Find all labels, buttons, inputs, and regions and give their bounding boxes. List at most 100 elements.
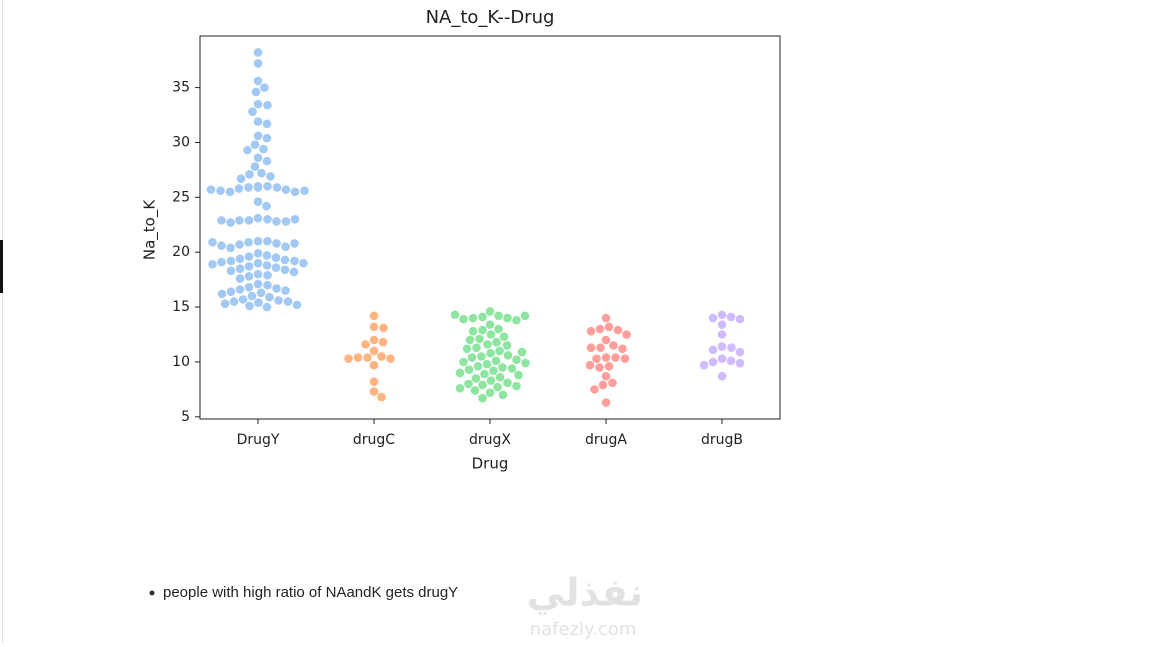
point [468, 313, 478, 323]
point [482, 359, 492, 369]
point [464, 365, 474, 374]
point [300, 186, 309, 196]
point [262, 251, 272, 260]
point [244, 283, 254, 292]
point [262, 302, 272, 312]
point [475, 334, 484, 344]
point [262, 156, 272, 166]
point [727, 343, 736, 352]
x-tick-label: drugX [469, 432, 511, 448]
point [478, 380, 487, 390]
point [520, 311, 530, 321]
point [494, 324, 503, 334]
point [272, 217, 281, 226]
point [262, 133, 272, 143]
point [379, 323, 388, 333]
point [369, 360, 379, 370]
point [498, 390, 508, 400]
point [229, 297, 239, 306]
point [226, 266, 236, 276]
point [290, 214, 300, 224]
point [281, 286, 290, 295]
point [735, 358, 745, 368]
point [495, 346, 504, 356]
point [263, 100, 272, 110]
point [260, 83, 269, 92]
point [299, 258, 308, 268]
point [250, 140, 260, 149]
point [271, 263, 281, 272]
point [467, 353, 477, 362]
point [253, 213, 263, 223]
point [478, 312, 487, 322]
point [225, 187, 235, 197]
point [254, 298, 263, 307]
note: people with high ratio of NAandK gets dr… [163, 584, 458, 601]
point [226, 256, 236, 266]
bullet [149, 590, 155, 596]
point [263, 236, 272, 246]
point [253, 197, 263, 207]
point [274, 296, 283, 305]
point [244, 183, 253, 192]
point [455, 368, 465, 378]
point [708, 357, 718, 367]
point [263, 280, 272, 290]
point [344, 354, 353, 363]
point [608, 378, 617, 388]
point [486, 330, 496, 339]
point [263, 182, 272, 191]
point [206, 185, 216, 194]
point [235, 216, 244, 225]
point [234, 184, 244, 193]
point [253, 59, 263, 68]
point [235, 264, 245, 273]
point [499, 332, 509, 341]
point [271, 253, 281, 262]
point [208, 238, 217, 247]
point [353, 353, 363, 362]
point [590, 385, 599, 394]
point [226, 287, 236, 296]
x-tick-label: drugA [585, 432, 627, 448]
point [477, 352, 486, 361]
point [503, 378, 512, 388]
point [493, 382, 502, 392]
point [455, 383, 465, 393]
point [280, 255, 290, 265]
point [521, 358, 530, 368]
point [244, 252, 254, 261]
point [265, 292, 274, 302]
point [245, 301, 254, 311]
point [235, 254, 245, 264]
point [604, 362, 614, 371]
point [462, 344, 472, 354]
point [272, 183, 282, 192]
chart-title: NA_to_K--Drug [426, 7, 555, 28]
point [491, 356, 501, 366]
point [601, 335, 611, 345]
point [253, 76, 263, 86]
point [726, 312, 736, 322]
point [485, 320, 495, 329]
point [361, 340, 370, 349]
point [290, 256, 299, 266]
watermark: نفذلي [527, 571, 643, 615]
point [217, 216, 226, 225]
point [253, 117, 263, 126]
point [272, 239, 281, 248]
point [253, 269, 263, 279]
point [262, 119, 272, 129]
point [498, 363, 507, 372]
point [609, 341, 618, 350]
point [717, 371, 727, 381]
point [253, 183, 263, 192]
point [586, 326, 596, 336]
point [470, 386, 480, 395]
point [717, 310, 727, 320]
point [601, 371, 611, 381]
point [250, 162, 260, 171]
point [601, 398, 611, 407]
point [292, 300, 302, 310]
